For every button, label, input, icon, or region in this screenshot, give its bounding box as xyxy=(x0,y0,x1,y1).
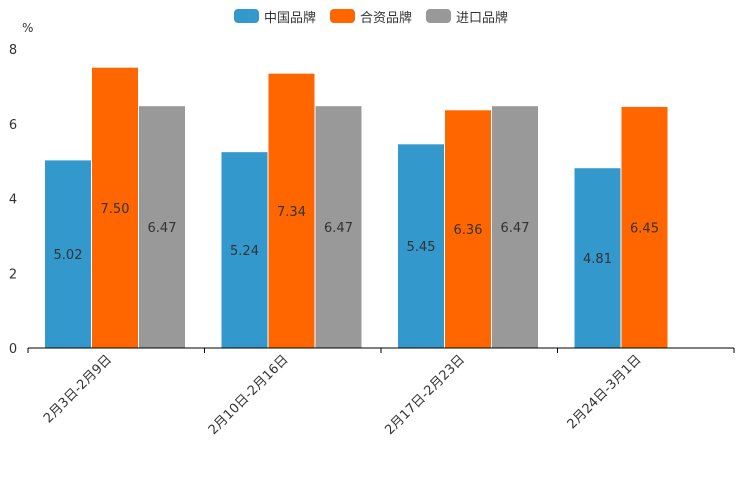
bar-s1-c1 xyxy=(268,73,315,348)
x-category-label-2: 2月17日-2月23日 xyxy=(382,352,468,438)
data-label-s0-c0: 5.02 xyxy=(54,248,83,263)
y-axis-unit: % xyxy=(22,21,34,35)
legend: 中国品牌 合资品牌 进口品牌 xyxy=(0,6,744,26)
legend-item-import-brand[interactable]: 进口品牌 xyxy=(426,6,508,26)
y-tick-label-1: 2 xyxy=(9,267,17,282)
data-label-s0-c2: 5.45 xyxy=(407,240,436,255)
data-label-s2-c0: 6.47 xyxy=(148,221,177,236)
data-label-s0-c1: 5.24 xyxy=(230,244,259,259)
bar-s2-c0 xyxy=(139,106,185,348)
legend-swatch-china-brand xyxy=(234,9,259,23)
bar-s0-c0 xyxy=(45,160,91,348)
data-label-s2-c1: 6.47 xyxy=(324,221,353,236)
legend-swatch-import-brand xyxy=(426,9,451,23)
x-category-label-3: 2月24日-3月1日 xyxy=(565,352,645,432)
bar-s0-c3 xyxy=(574,168,621,348)
legend-item-china-brand[interactable]: 中国品牌 xyxy=(234,6,316,26)
data-label-s1-c2: 6.36 xyxy=(454,223,483,238)
bar-s0-c2 xyxy=(398,144,444,348)
y-tick-label-4: 8 xyxy=(9,43,17,58)
x-category-label-0: 2月3日-2月9日 xyxy=(41,352,115,426)
data-label-s2-c2: 6.47 xyxy=(501,221,530,236)
bar-s1-c3 xyxy=(621,106,668,349)
x-category-label-1: 2月10日-2月16日 xyxy=(206,352,292,438)
bar-s1-c2 xyxy=(445,110,491,348)
legend-swatch-joint-venture-brand xyxy=(330,9,355,23)
data-label-s1-c3: 6.45 xyxy=(630,221,659,236)
bar-s2-c1 xyxy=(315,106,362,348)
legend-label-china-brand: 中国品牌 xyxy=(264,10,317,26)
bar-s0-c1 xyxy=(221,152,268,348)
bar-s1-c0 xyxy=(92,67,138,348)
data-label-s1-c0: 7.50 xyxy=(101,202,130,217)
legend-label-joint-venture-brand: 合资品牌 xyxy=(360,10,413,26)
y-tick-label-3: 6 xyxy=(9,118,17,133)
bar-s2-c2 xyxy=(492,106,538,348)
data-label-s1-c1: 7.34 xyxy=(277,205,306,220)
legend-label-import-brand: 进口品牌 xyxy=(456,10,509,26)
y-tick-label-2: 4 xyxy=(9,193,17,208)
y-tick-label-0: 0 xyxy=(9,342,17,357)
data-label-s0-c3: 4.81 xyxy=(583,252,612,267)
legend-item-joint-venture-brand[interactable]: 合资品牌 xyxy=(330,6,412,26)
